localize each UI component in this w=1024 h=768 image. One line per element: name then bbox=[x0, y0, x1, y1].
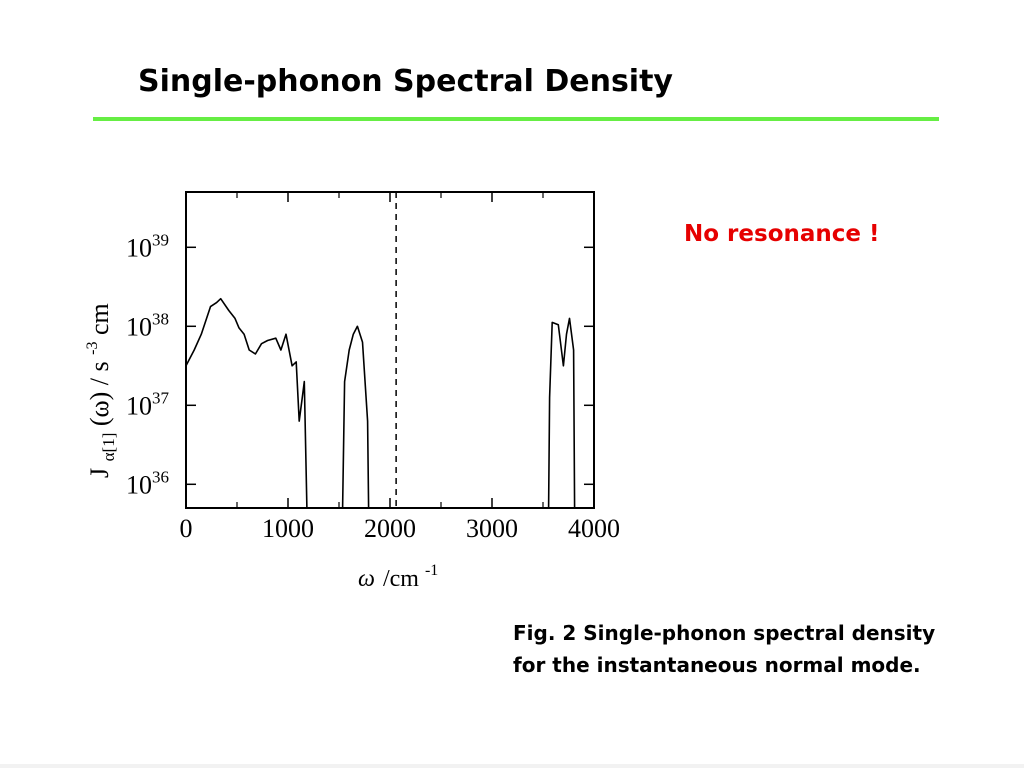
x-tick-label: 0 bbox=[180, 514, 193, 543]
x-tick-label: 2000 bbox=[364, 514, 416, 543]
title-rule bbox=[93, 117, 939, 121]
y-tick-label: 1036 bbox=[126, 467, 169, 499]
series-line-segment-3 bbox=[547, 317, 576, 509]
tick-labels-layer: 0 1000 2000 3000 4000 1036 1037 1038 1039 bbox=[126, 230, 620, 543]
y-tick-label: 1037 bbox=[126, 388, 170, 420]
x-axis-label: ω /cm -1 bbox=[358, 562, 438, 592]
slide-title: Single-phonon Spectral Density bbox=[138, 64, 673, 99]
y-axis-label: J α[1] (ω) / s -3 cm bbox=[74, 303, 120, 478]
x-tick-label: 4000 bbox=[568, 514, 620, 543]
footer-strip bbox=[0, 764, 1024, 768]
caption-line-2: for the instantaneous normal mode. bbox=[513, 653, 921, 677]
x-tick-label: 3000 bbox=[466, 514, 518, 543]
plot-frame bbox=[185, 191, 595, 509]
series-line-segment-2 bbox=[341, 325, 370, 509]
y-tick-label: 1039 bbox=[126, 230, 169, 262]
series-line-segment-1 bbox=[185, 297, 308, 509]
x-tick-label: 1000 bbox=[262, 514, 314, 543]
ticks-layer bbox=[185, 192, 595, 508]
caption-line-1: Fig. 2 Single-phonon spectral density bbox=[513, 621, 936, 645]
y-tick-label: 1038 bbox=[126, 309, 169, 341]
no-resonance-callout: No resonance ! bbox=[684, 221, 880, 247]
series-layer bbox=[185, 297, 576, 509]
figure-caption: Fig. 2 Single-phonon spectral density fo… bbox=[513, 617, 935, 681]
